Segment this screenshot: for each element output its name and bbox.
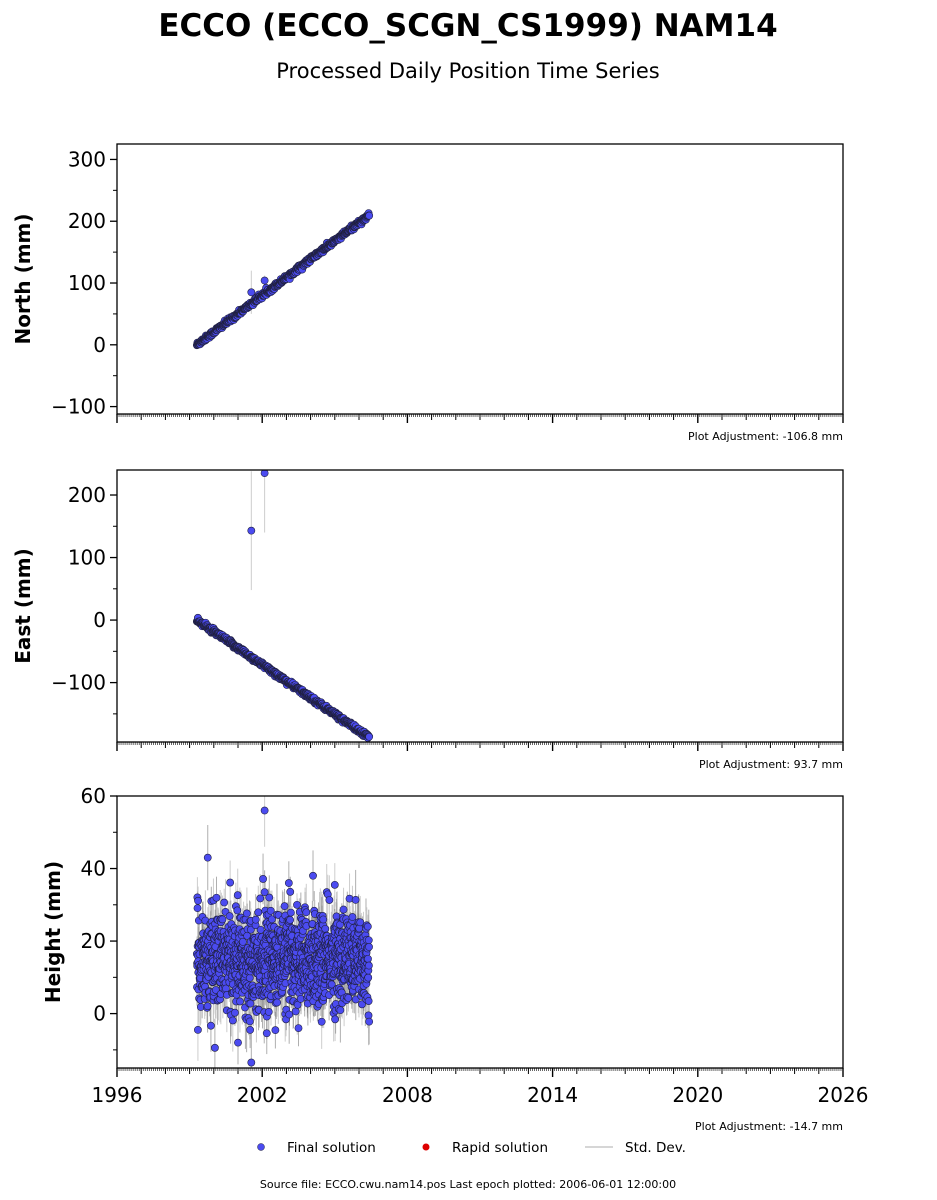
final-solution-points-height <box>192 806 374 1067</box>
y-tick-label: −100 <box>51 395 106 419</box>
final-solution-point <box>194 1025 202 1034</box>
plot-adjustment-north: Plot Adjustment: -106.8 mm <box>688 430 843 443</box>
figure-subtitle: Processed Daily Position Time Series <box>276 59 660 83</box>
final-solution-point <box>193 904 202 913</box>
final-solution-point <box>260 276 269 285</box>
y-tick-label: 0 <box>93 608 106 632</box>
y-tick-label: 200 <box>68 209 106 233</box>
final-solution-point <box>220 898 229 907</box>
final-solution-point <box>218 915 227 924</box>
y-axis-label-north: North (mm) <box>11 213 35 344</box>
y-tick-label: 100 <box>68 546 106 570</box>
y-tick-label: 100 <box>68 271 106 295</box>
final-solution-point <box>260 470 269 478</box>
y-tick-label: −100 <box>51 671 106 695</box>
data-layer-north <box>192 209 374 350</box>
figure-title: ECCO (ECCO_SCGN_CS1999) NAM14 <box>158 8 777 44</box>
final-solution-point <box>194 896 202 905</box>
plot-frame-north <box>116 143 844 415</box>
panel-east: −100 0 100 200 East (mm) Plot Adjustment: 93.… <box>11 469 844 771</box>
final-solution-point <box>247 526 256 535</box>
panels-group: −100 0 100 200 300 North (mm) Plot Adjustment:… <box>11 143 868 1133</box>
final-solution-point <box>203 1002 212 1011</box>
final-solution-point <box>365 211 374 220</box>
final-solution-point <box>212 893 221 902</box>
plot-frame-east <box>116 469 844 743</box>
plot-adjustment-east: Plot Adjustment: 93.7 mm <box>699 758 843 771</box>
final-solution-points-north <box>192 209 374 350</box>
final-solution-point <box>365 732 374 741</box>
panel-north: −100 0 100 200 300 North (mm) Plot Adjustment:… <box>11 143 844 443</box>
data-layer-east <box>192 470 374 742</box>
data-layer-height <box>192 796 374 1068</box>
final-solution-point <box>210 1043 219 1052</box>
final-solution-points-east <box>192 470 374 742</box>
std-dev-bars-east <box>196 470 370 740</box>
final-solution-point <box>247 288 256 297</box>
final-solution-point <box>207 1021 215 1030</box>
y-tick-label: 300 <box>68 147 106 171</box>
y-tick-label: 0 <box>93 333 106 357</box>
y-tick-label: 200 <box>68 483 106 507</box>
y-axis-label-east: East (mm) <box>11 548 35 664</box>
